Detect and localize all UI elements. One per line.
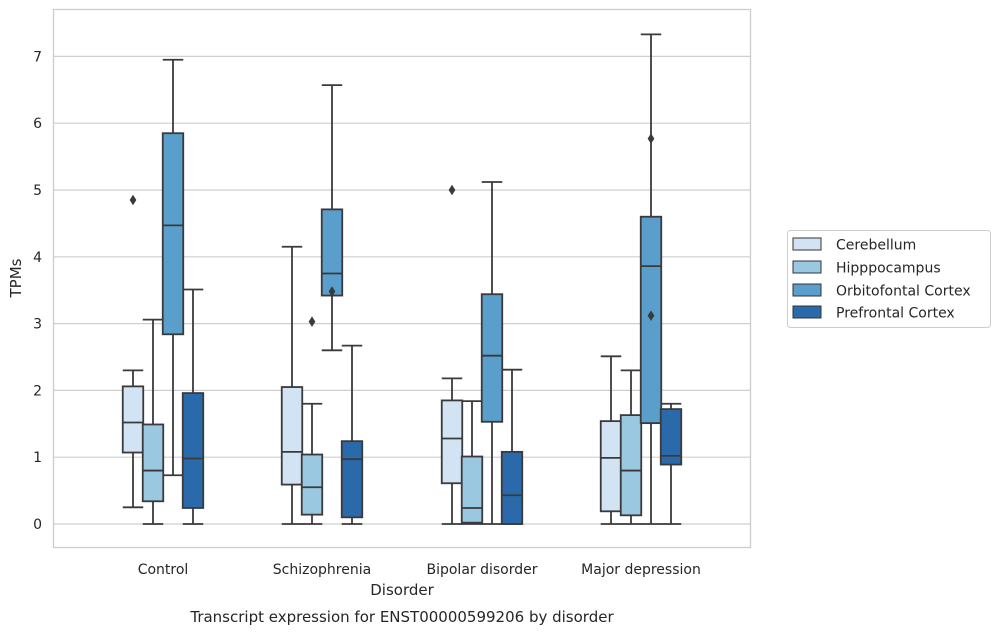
box-prefrontal-cortex <box>181 288 205 525</box>
x-tick-label: Major depression <box>581 562 701 578</box>
box-orbitofontal-cortex <box>480 181 504 525</box>
box-body <box>619 414 643 517</box>
box-prefrontal-cortex <box>659 402 683 525</box>
box-prefrontal-cortex <box>500 368 524 525</box>
box-body <box>161 132 185 336</box>
box-hipppocampus <box>460 400 484 525</box>
box-cerebellum <box>599 355 623 525</box>
plot-frame <box>52 8 752 549</box>
x-tick-label: Schizophrenia <box>273 562 371 578</box>
box-body <box>500 450 524 525</box>
legend-label: Prefrontal Cortex <box>836 306 955 322</box>
box-body <box>300 453 324 516</box>
outlier-point <box>647 310 655 321</box>
x-axis-ticks: Control Schizophrenia Bipolar disorder Majo… <box>138 562 701 578</box>
y-tick-label: 5 <box>33 183 42 199</box>
x-tick-label: Control <box>138 562 189 578</box>
box-hipppocampus <box>619 369 643 525</box>
legend-item: Hipppocampus <box>792 260 941 277</box>
y-tick-label: 6 <box>33 116 42 132</box>
y-tick-label: 1 <box>33 450 42 466</box>
box-body <box>320 208 344 297</box>
box-cerebellum <box>280 245 304 525</box>
legend-label: Cerebellum <box>836 238 916 254</box>
legend-item: Orbitofontal Cortex <box>792 283 971 300</box>
box-body <box>659 408 683 466</box>
legend-label: Hipppocampus <box>836 261 941 277</box>
box-body <box>181 392 205 509</box>
box-series <box>121 33 683 525</box>
legend-item: Prefrontal Cortex <box>792 305 955 322</box>
legend: Cerebellum Hipppocampus Orbitofontal Cor… <box>787 230 991 328</box>
box-body <box>141 423 165 503</box>
y-tick-label: 3 <box>33 317 42 333</box>
y-tick-label: 0 <box>33 517 42 533</box>
outlier-point <box>129 194 137 206</box>
box-body <box>480 293 504 423</box>
legend-swatch <box>792 305 822 319</box>
outlier-point <box>647 133 655 144</box>
box-body <box>599 420 623 513</box>
box-cerebellum <box>440 184 464 525</box>
box-orbitofontal-cortex <box>639 33 663 525</box>
legend-frame <box>787 230 991 328</box>
y-tick-label: 4 <box>33 250 42 266</box>
box-hipppocampus <box>141 318 165 525</box>
box-body <box>440 399 464 485</box>
outlier-point <box>328 286 336 297</box>
x-tick-label: Bipolar disorder <box>426 562 537 578</box>
box-body <box>280 386 304 486</box>
x-axis-title: Disorder <box>370 581 434 599</box>
y-axis-ticks: 0 1 2 3 4 5 6 7 <box>33 49 42 533</box>
outlier-point <box>448 184 456 196</box>
legend-label: Orbitofontal Cortex <box>836 284 971 300</box>
box-orbitofontal-cortex <box>161 58 185 477</box>
legend-swatch <box>792 283 822 297</box>
legend-item: Cerebellum <box>792 237 916 254</box>
y-tick-label: 7 <box>33 49 42 65</box>
box-prefrontal-cortex <box>340 344 364 525</box>
box-body <box>340 440 364 519</box>
box-orbitofontal-cortex <box>320 84 344 352</box>
legend-swatch <box>792 260 822 274</box>
box-body <box>460 455 484 524</box>
box-hipppocampus <box>300 316 324 525</box>
y-tick-label: 2 <box>33 383 42 399</box>
y-axis-title: TPMs <box>7 258 25 298</box>
box-body <box>121 385 145 454</box>
outlier-point <box>308 316 316 327</box>
box-cerebellum <box>121 194 145 509</box>
chart-title: Transcript expression for ENST0000059920… <box>189 608 614 626</box>
legend-swatch <box>792 237 822 251</box>
